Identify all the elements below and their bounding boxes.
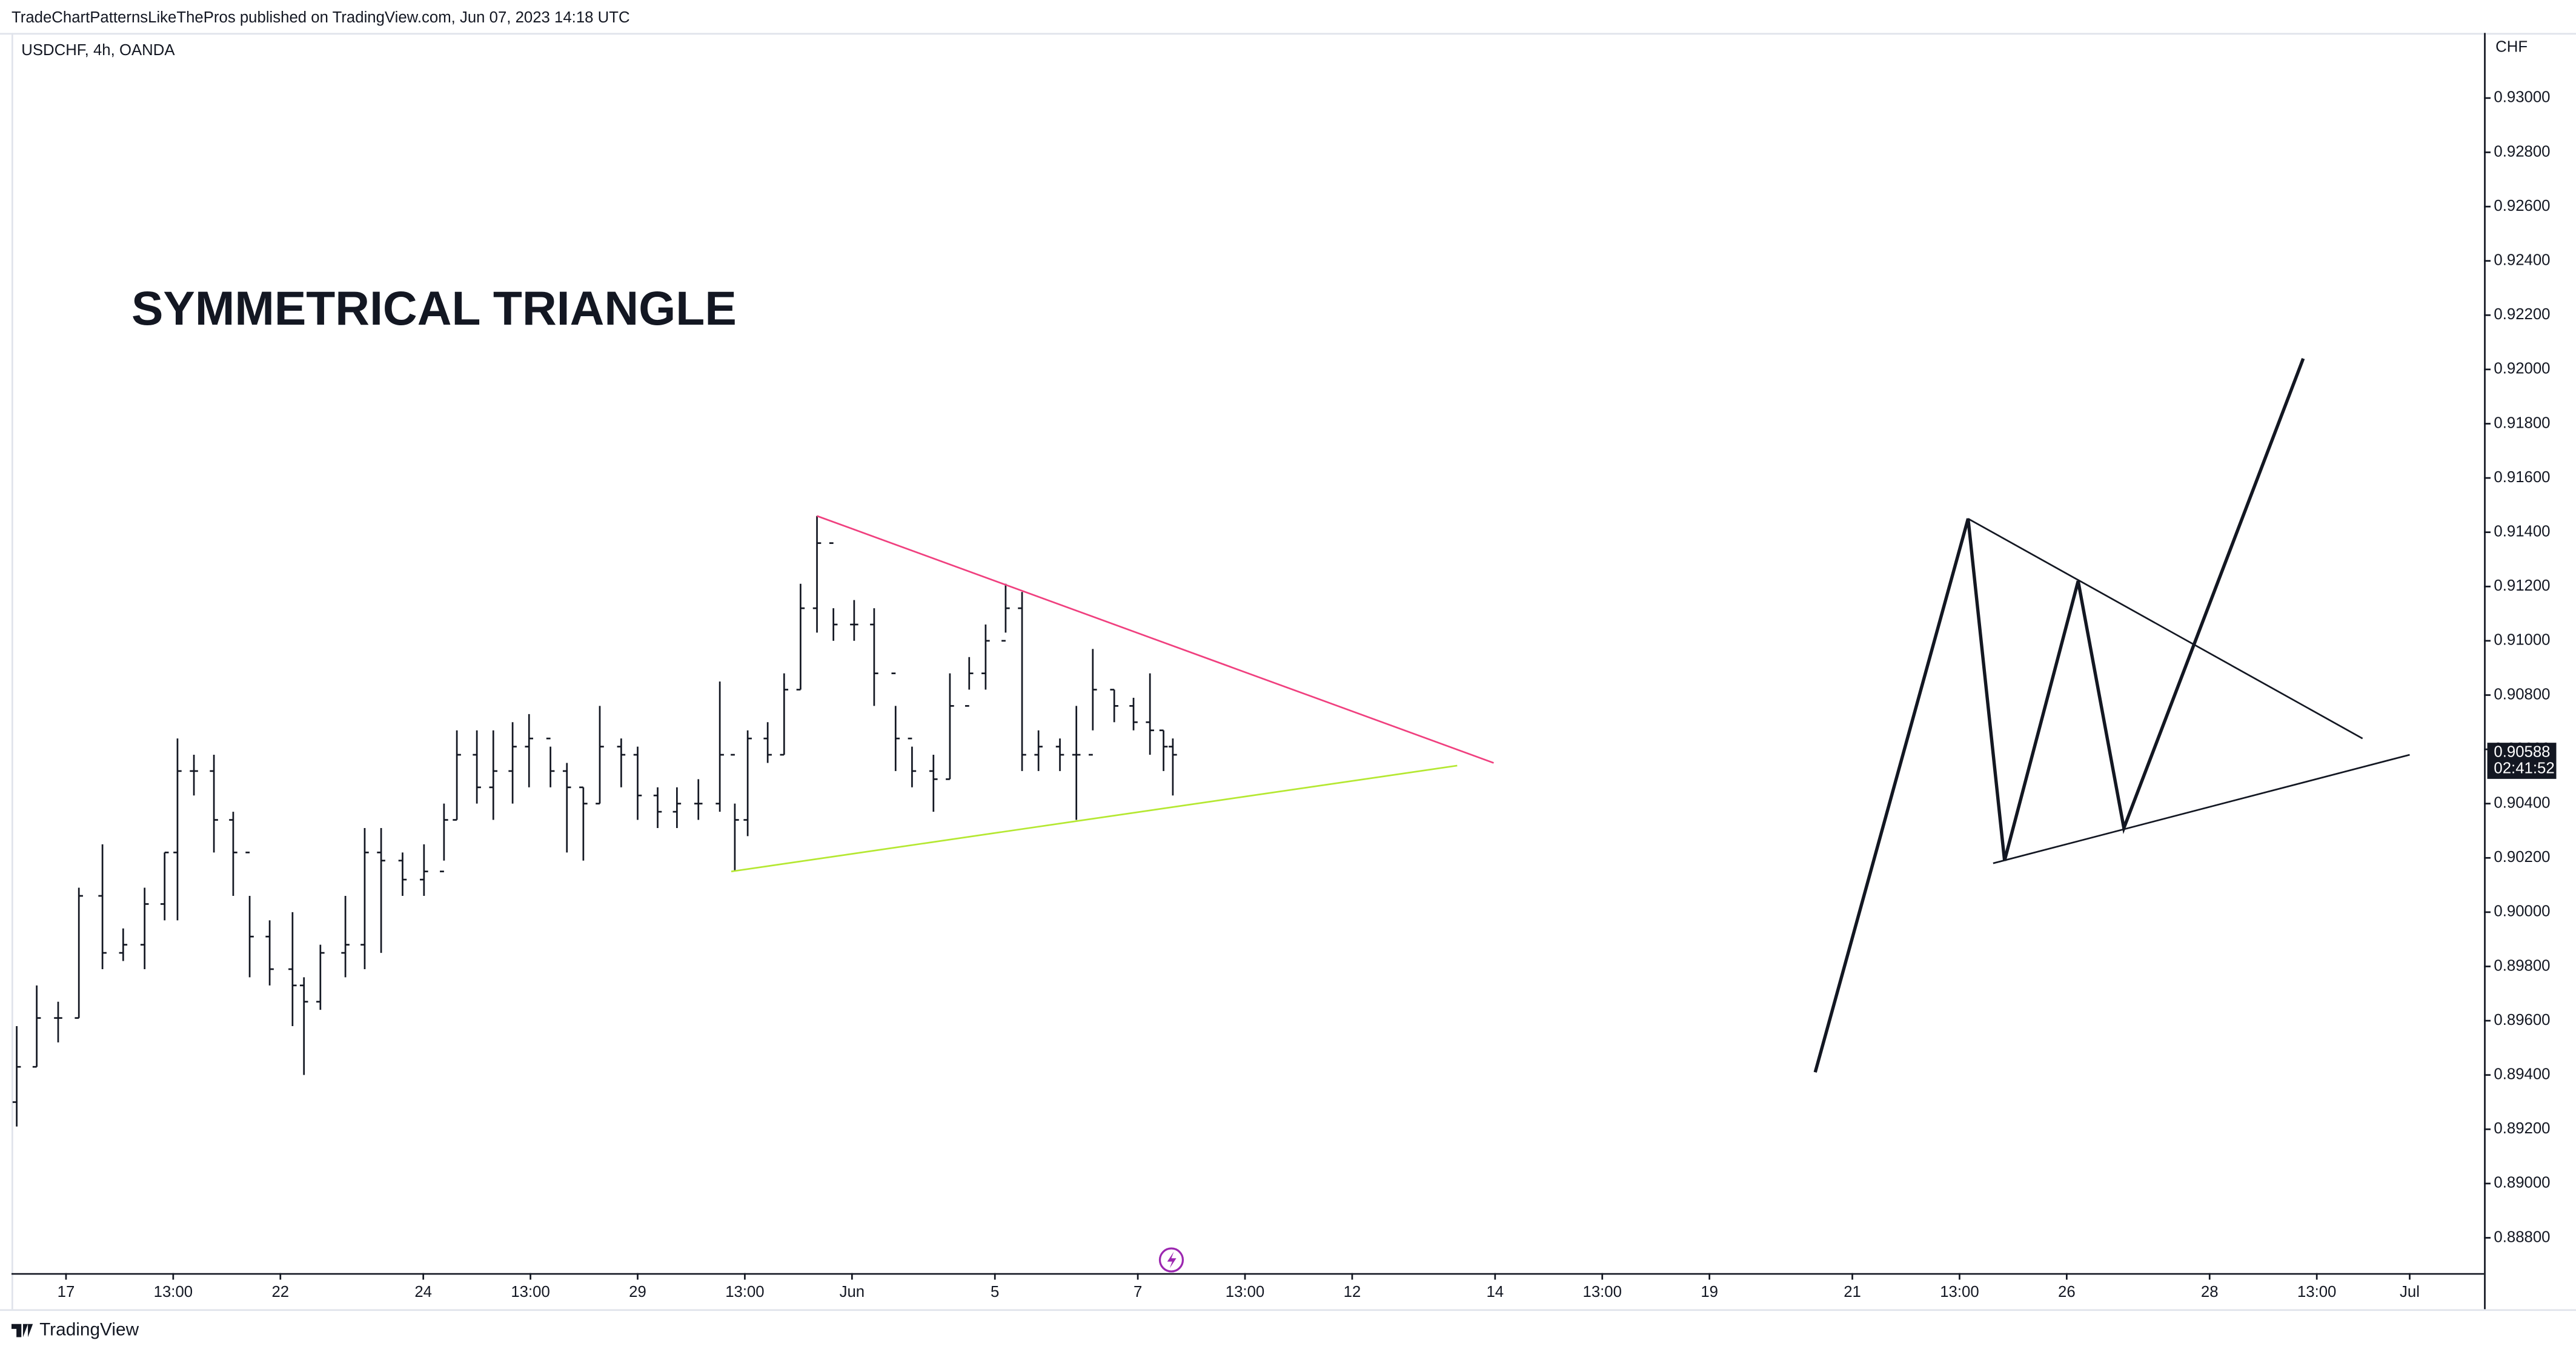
x-tick-label: 28 [2201, 1284, 2219, 1301]
y-tick-label: 0.92000 [2494, 360, 2550, 377]
y-tick-label: 0.92600 [2494, 197, 2550, 214]
x-tick-label: 22 [271, 1284, 289, 1301]
brand-name: TradingView [39, 1320, 139, 1340]
y-tick-label: 0.89200 [2494, 1120, 2550, 1137]
x-tick-label: 13:00 [725, 1284, 764, 1301]
x-tick-label: Jul [2400, 1284, 2420, 1301]
y-tick-label: 0.93000 [2494, 89, 2550, 106]
x-tick-label: 13:00 [2297, 1284, 2336, 1301]
chart-title: SYMMETRICAL TRIANGLE [131, 282, 737, 335]
trend-drawing [817, 515, 1494, 764]
y-tick-label: 0.89400 [2494, 1065, 2550, 1082]
x-tick-label: 13:00 [1583, 1284, 1622, 1301]
y-tick-label: 0.90200 [2494, 849, 2550, 866]
y-tick-label: 0.90400 [2494, 794, 2550, 811]
signal-icon [1158, 1247, 1184, 1273]
x-tick-label: 17 [58, 1284, 75, 1301]
x-tick-label: 21 [1844, 1284, 1861, 1301]
y-tick-label: 0.92800 [2494, 143, 2550, 160]
currency-label: CHF [2495, 39, 2528, 56]
x-tick-label: 29 [629, 1284, 646, 1301]
y-tick-label: 0.90800 [2494, 686, 2550, 703]
x-tick-label: 13:00 [1226, 1284, 1264, 1301]
y-tick-label: 0.92200 [2494, 306, 2550, 323]
x-tick-label: 19 [1701, 1284, 1718, 1301]
x-tick-label: 13:00 [154, 1284, 193, 1301]
x-tick-label: 13:00 [1940, 1284, 1979, 1301]
x-tick-label: 14 [1486, 1284, 1504, 1301]
trend-drawing [1813, 357, 2305, 1073]
trend-drawing [1993, 754, 2410, 864]
x-tick-label: 13:00 [511, 1284, 549, 1301]
x-tick-label: 24 [414, 1284, 432, 1301]
x-tick-label: 7 [1134, 1284, 1142, 1301]
y-tick-label: 0.88800 [2494, 1228, 2550, 1245]
x-tick-label: Jun [840, 1284, 865, 1301]
last-price-marker [2487, 743, 2557, 779]
y-tick-label: 0.89600 [2494, 1012, 2550, 1029]
y-tick-label: 0.91600 [2494, 469, 2550, 486]
y-tick-label: 0.91800 [2494, 414, 2550, 431]
publisher-header: TradeChartPatternsLikeThePros published … [12, 9, 630, 26]
y-tick-label: 0.89000 [2494, 1175, 2550, 1191]
x-tick-label: 26 [2058, 1284, 2076, 1301]
trend-drawing [1967, 518, 2363, 740]
x-tick-label: 5 [991, 1284, 999, 1301]
symbol-label: USDCHF, 4h, OANDA [21, 42, 175, 59]
countdown-label: 02:41:52 [2494, 760, 2554, 777]
y-tick-label: 0.89800 [2494, 957, 2550, 974]
y-tick-label: 0.90000 [2494, 903, 2550, 920]
last-price-label: 0.90588 [2494, 743, 2550, 760]
trend-drawing [731, 764, 1458, 873]
y-tick-label: 0.91200 [2494, 577, 2550, 594]
x-tick-label: 12 [1344, 1284, 1361, 1301]
brand-logo [11, 1324, 33, 1337]
y-tick-label: 0.91400 [2494, 523, 2550, 540]
y-tick-label: 0.92400 [2494, 251, 2550, 268]
y-tick-label: 0.91000 [2494, 632, 2550, 649]
